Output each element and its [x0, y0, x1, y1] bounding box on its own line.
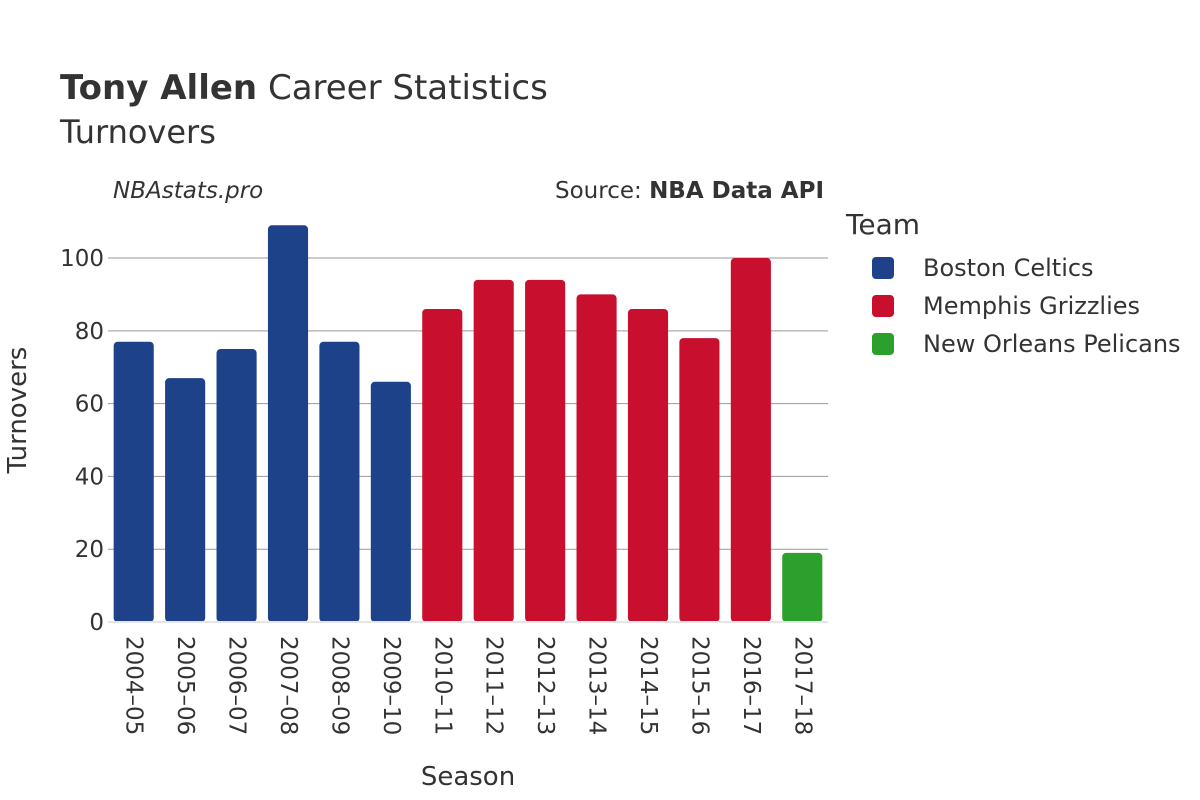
x-tick-label: 2013–14 [584, 636, 610, 735]
bar [679, 338, 720, 622]
y-axis-label: Turnovers [3, 346, 33, 474]
y-tick-label: 20 [75, 537, 104, 563]
x-tick-label: 2012–13 [532, 636, 558, 735]
title-player-name: Tony Allen [60, 68, 258, 108]
x-tick-label: 2017–18 [789, 636, 815, 735]
bar [267, 225, 309, 622]
bar [525, 279, 566, 622]
legend-item-boston-celtics[interactable]: Boston Celtics [846, 249, 1181, 287]
x-tick-label: 2006–07 [224, 636, 250, 735]
bar [422, 308, 463, 622]
y-tick-label: 40 [75, 464, 104, 490]
source-credit: Source: NBA Data API [555, 178, 824, 204]
y-tick-label: 100 [60, 246, 104, 272]
bar [576, 294, 617, 622]
x-tick-label: 2011–12 [481, 636, 507, 735]
x-tick-label: 2009–10 [378, 636, 404, 735]
x-tick-label: 2007–08 [275, 636, 301, 735]
legend-swatch-new-orleans-pelicans [872, 333, 894, 355]
x-tick-label: 2010–11 [429, 636, 455, 735]
legend-item-new-orleans-pelicans[interactable]: New Orleans Pelicans [846, 325, 1181, 363]
x-tick-label: 2016–17 [738, 636, 764, 735]
legend: Team Boston Celtics Memphis Grizzlies Ne… [846, 208, 1181, 363]
watermark: NBAstats.pro [113, 178, 264, 204]
source-prefix: Source: [555, 178, 650, 204]
bar [165, 378, 206, 622]
legend-label: Boston Celtics [923, 254, 1094, 282]
y-tick-label: 0 [89, 610, 104, 636]
legend-item-memphis-grizzlies[interactable]: Memphis Grizzlies [846, 287, 1181, 325]
legend-swatch-boston-celtics [872, 257, 894, 279]
source-name: NBA Data API [649, 178, 824, 204]
chart-title: Tony Allen Career Statistics [60, 68, 548, 108]
y-tick-label: 60 [75, 392, 104, 418]
x-tick-label: 2005–06 [172, 636, 198, 735]
x-tick-label: 2015–16 [686, 636, 712, 735]
legend-swatch-memphis-grizzlies [872, 295, 894, 317]
x-tick-label: 2014–15 [635, 636, 661, 735]
bar [473, 279, 514, 622]
x-tick-label: 2004–05 [121, 636, 147, 735]
legend-label: New Orleans Pelicans [923, 330, 1181, 358]
legend-label: Memphis Grizzlies [923, 292, 1141, 320]
bar [216, 349, 257, 622]
bar [730, 258, 771, 622]
x-tick-label: 2008–09 [326, 636, 352, 735]
legend-title: Team [846, 208, 921, 241]
x-axis-label: Season [420, 762, 516, 792]
bar [319, 341, 360, 622]
bar [782, 552, 823, 622]
y-tick-label: 80 [75, 319, 104, 345]
chart-subtitle: Turnovers [60, 113, 216, 151]
bar [370, 381, 411, 622]
bar [113, 341, 154, 622]
bar [627, 308, 669, 622]
title-rest: Career Statistics [267, 68, 548, 108]
